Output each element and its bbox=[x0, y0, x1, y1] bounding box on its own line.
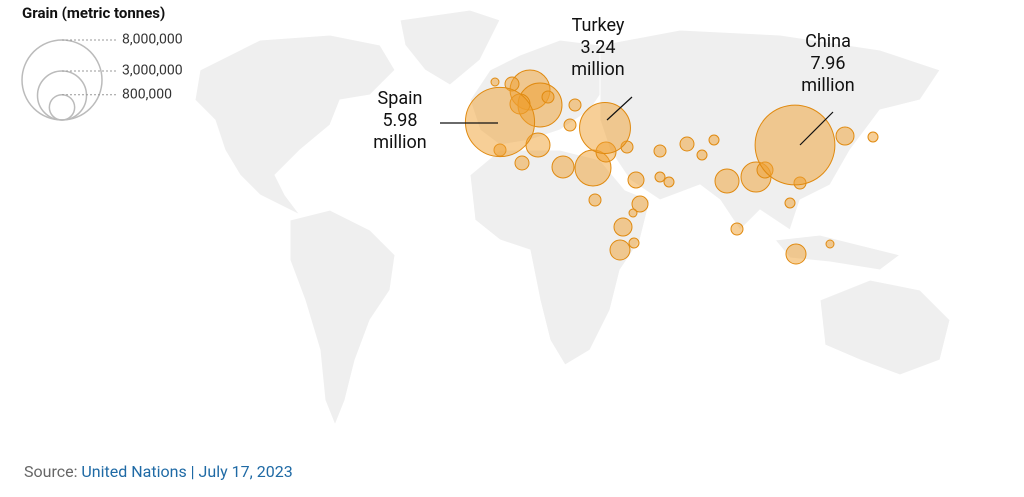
legend-label: 3,000,000 bbox=[122, 63, 183, 79]
point-label: Spain 5.98 million bbox=[355, 88, 445, 154]
point-label: China 7.96 million bbox=[783, 31, 873, 97]
legend-title: Grain (metric tonnes) bbox=[22, 4, 166, 22]
source-text: United Nations | July 17, 2023 bbox=[81, 462, 293, 481]
point-name: Spain bbox=[377, 88, 423, 109]
legend-label: 800,000 bbox=[122, 86, 172, 102]
point-label: Turkey 3.24 million bbox=[553, 15, 643, 81]
bubble bbox=[464, 86, 536, 158]
bubble bbox=[579, 102, 631, 154]
legend: 8,000,000 3,000,000 800,000 bbox=[21, 32, 183, 121]
point-name: China bbox=[805, 31, 851, 52]
point-value: 5.98 million bbox=[373, 110, 427, 153]
point-value: 3.24 million bbox=[571, 37, 625, 80]
labeled-bubbles bbox=[440, 86, 836, 186]
legend-circle bbox=[21, 39, 103, 121]
point-value: 7.96 million bbox=[801, 53, 855, 96]
bubble bbox=[754, 104, 836, 186]
legend-circle bbox=[36, 70, 88, 121]
source-prefix: Source: bbox=[24, 462, 78, 481]
legend-label: 8,000,000 bbox=[122, 32, 183, 48]
legend-circle bbox=[48, 93, 76, 121]
point-name: Turkey bbox=[571, 15, 625, 36]
leader-line bbox=[606, 96, 633, 121]
leader-line bbox=[799, 111, 834, 146]
source: Source: United Nations | July 17, 2023 bbox=[24, 462, 293, 481]
